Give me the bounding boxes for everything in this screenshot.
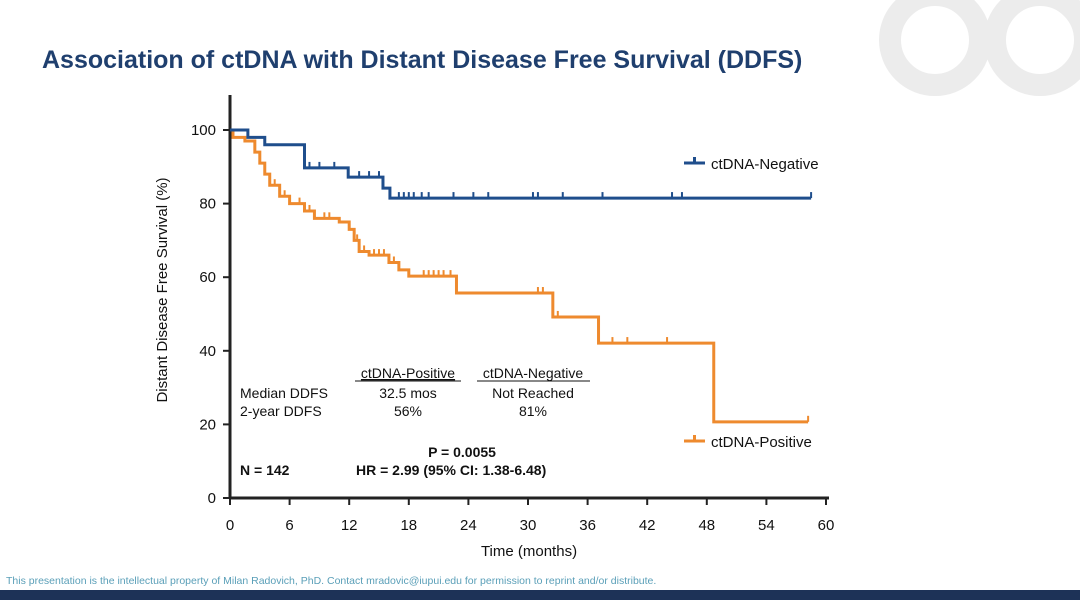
hazard-ratio: HR = 2.99 (95% CI: 1.38-6.48) — [356, 462, 546, 478]
km-series-ctdna-negative — [230, 128, 813, 200]
header-positive: ctDNA-Positive — [361, 365, 455, 381]
x-tick-label: 18 — [400, 517, 417, 534]
row-label-2yr: 2-year DDFS — [240, 403, 322, 419]
x-tick-label: 42 — [639, 517, 656, 534]
km-series-ctdna-positive — [230, 128, 810, 424]
copyright-footer: This presentation is the intellectual pr… — [6, 575, 657, 587]
header-negative: ctDNA-Negative — [483, 365, 584, 381]
km-curve-ctdna-positive — [230, 128, 809, 424]
y-tick-label: 40 — [199, 343, 216, 360]
y-tick-label: 20 — [199, 416, 216, 433]
legend-label-negative: ctDNA-Negative — [711, 156, 819, 173]
row-label-median: Median DDFS — [240, 385, 328, 401]
2yr-negative: 81% — [519, 403, 547, 419]
median-negative: Not Reached — [492, 385, 574, 401]
slide-title: Association of ctDNA with Distant Diseas… — [42, 46, 803, 74]
y-tick-label: 100 — [191, 122, 216, 139]
stats-annotation: ctDNA-Positive ctDNA-Negative Median DDF… — [240, 365, 590, 478]
x-axis-label: Time (months) — [481, 543, 577, 560]
logo-watermark — [879, 0, 1080, 96]
footer-bar — [0, 590, 1080, 600]
x-tick-label: 60 — [818, 517, 835, 534]
2yr-positive: 56% — [394, 403, 422, 419]
legend-label-positive: ctDNA-Positive — [711, 434, 812, 451]
km-curve-ctdna-negative — [230, 128, 812, 200]
x-tick-label: 6 — [285, 517, 293, 534]
x-tick-label: 36 — [579, 517, 596, 534]
legend: ctDNA-Negative ctDNA-Positive — [684, 156, 819, 451]
median-positive: 32.5 mos — [379, 385, 437, 401]
y-tick-label: 0 — [208, 490, 216, 507]
legend-item-positive: ctDNA-Positive — [684, 434, 812, 451]
x-tick-label: 0 — [226, 517, 234, 534]
y-axis-label: Distant Disease Free Survival (%) — [154, 177, 171, 402]
y-tick-label: 60 — [199, 269, 216, 286]
n-count: N = 142 — [240, 462, 290, 478]
x-tick-label: 48 — [698, 517, 715, 534]
x-tick-label: 24 — [460, 517, 477, 534]
p-value: P = 0.0055 — [428, 444, 496, 460]
x-tick-label: 54 — [758, 517, 775, 534]
x-tick-label: 12 — [341, 517, 358, 534]
legend-item-negative: ctDNA-Negative — [684, 156, 819, 173]
y-tick-label: 80 — [199, 196, 216, 213]
x-tick-label: 30 — [520, 517, 537, 534]
